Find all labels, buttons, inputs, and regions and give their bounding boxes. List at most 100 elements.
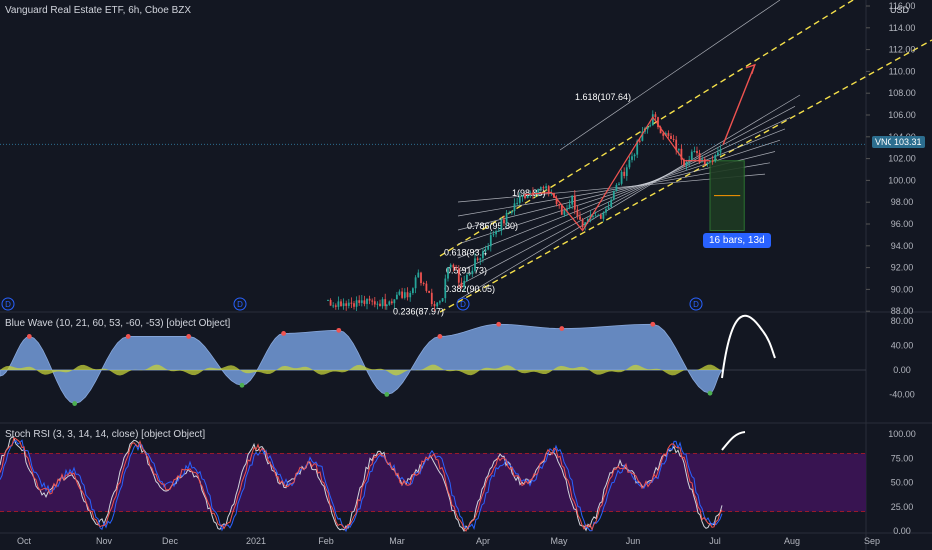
candle-body	[342, 303, 345, 307]
time-tick-label-9: Jul	[709, 536, 721, 546]
candle-body	[428, 290, 430, 293]
candle-body	[539, 187, 542, 189]
candle-body	[393, 299, 396, 304]
candle-body	[457, 268, 460, 283]
time-tick-label-1: Nov	[96, 536, 113, 546]
candle-body	[602, 212, 605, 219]
candle-body	[452, 264, 455, 268]
candle-body	[521, 195, 524, 197]
candle-body	[560, 205, 563, 215]
candle-body	[363, 300, 366, 304]
candle-body	[487, 246, 490, 250]
candle-body	[353, 303, 355, 307]
candle-body	[667, 133, 670, 136]
candle-body	[334, 305, 337, 307]
fib-label-0: 1.618(107.64)	[575, 92, 631, 102]
candle-body	[573, 195, 576, 210]
rsi-band	[0, 453, 866, 512]
fib-fan-line-3	[457, 128, 786, 259]
candle-body	[455, 267, 457, 269]
candle-body	[340, 301, 342, 307]
wave-signal-dot-1	[72, 401, 78, 406]
fib-label-1: 1(98.85)	[512, 188, 546, 198]
candle-body	[439, 301, 441, 303]
price-tick-label-12: 92.00	[891, 263, 914, 273]
price-tick-label-13: 90.00	[891, 284, 914, 294]
price-tick-label-10: 96.00	[891, 219, 914, 229]
candle-body	[675, 139, 678, 151]
candle-body	[379, 303, 381, 307]
dividend-marker-3	[689, 297, 703, 311]
candle-body	[505, 212, 508, 224]
candle-body	[657, 117, 659, 128]
candle-body	[425, 283, 428, 291]
candle-body	[558, 203, 561, 206]
candle-body	[355, 300, 358, 307]
candle-body	[568, 204, 571, 209]
candle-body	[471, 270, 474, 275]
candle-body	[709, 160, 711, 163]
candle-body	[513, 203, 516, 212]
wave-signal-dot-10	[559, 326, 565, 331]
candle-body	[646, 126, 649, 130]
price-tick-label-0: 116.00	[889, 1, 916, 11]
candle-body	[474, 258, 476, 271]
candle-body	[625, 167, 628, 176]
bars-range-badge[interactable]: 16 bars, 13d	[703, 233, 771, 248]
axes: 116.00114.00112.00110.00108.00106.00104.…	[17, 1, 916, 546]
candle-body	[482, 251, 484, 259]
candle-body	[706, 162, 709, 165]
candle-body	[347, 302, 350, 306]
time-tick-label-4: Feb	[318, 536, 334, 546]
candle-body	[586, 219, 589, 223]
candle-body	[719, 149, 722, 153]
candle-body	[685, 161, 688, 166]
candle-body	[524, 195, 526, 199]
candle-body	[693, 150, 696, 152]
wave-projection-curve	[721, 314, 776, 379]
projection-arrow	[722, 64, 756, 145]
candle-body	[376, 303, 379, 305]
candle-body	[597, 215, 600, 217]
wave-signal-dot-2	[125, 334, 131, 339]
fib-label-5: 0.382(90.05)	[444, 284, 495, 294]
rsi-line-k	[0, 439, 723, 533]
stoch-rsi-title: Stoch RSI (3, 3, 14, 14, close) [object …	[5, 429, 206, 440]
candle-body	[651, 114, 654, 126]
candle-body	[484, 249, 487, 252]
candle-body	[607, 207, 610, 210]
price-tick-label-8: 100.00	[888, 175, 916, 185]
candle-body	[662, 133, 665, 136]
time-tick-label-11: Sep	[864, 536, 880, 546]
last-price-badge: 103.31	[891, 136, 925, 148]
candle-body	[571, 195, 574, 205]
wave-secondary-area	[0, 364, 724, 376]
candle-body	[508, 212, 511, 214]
candle-body	[516, 202, 519, 204]
candle-body	[547, 186, 550, 194]
candle-body	[441, 298, 444, 302]
fib-fan-line-4	[457, 139, 781, 245]
candle-body	[649, 125, 652, 127]
dividend-marker-2	[456, 297, 470, 311]
fib-fan-line-0	[457, 94, 801, 301]
time-tick-label-10: Aug	[784, 536, 800, 546]
rsi-tick-label-1: 75.00	[891, 453, 914, 463]
candle-body	[497, 230, 500, 232]
wave-tick-label-0: 80.00	[891, 316, 914, 326]
time-tick-label-7: May	[550, 536, 568, 546]
candle-body	[401, 291, 403, 298]
dividend-marker-letter-2: D	[460, 300, 466, 309]
candle-body	[672, 139, 675, 141]
candle-body	[711, 160, 714, 162]
candle-body	[550, 192, 553, 194]
candle-body	[518, 196, 521, 203]
wave-tick-label-1: 40.00	[891, 341, 914, 351]
candle-body	[412, 288, 414, 293]
candle-body	[659, 127, 662, 134]
candle-body	[479, 258, 482, 260]
candle-body	[360, 300, 363, 303]
candle-body	[373, 301, 376, 305]
candle-body	[690, 151, 693, 160]
